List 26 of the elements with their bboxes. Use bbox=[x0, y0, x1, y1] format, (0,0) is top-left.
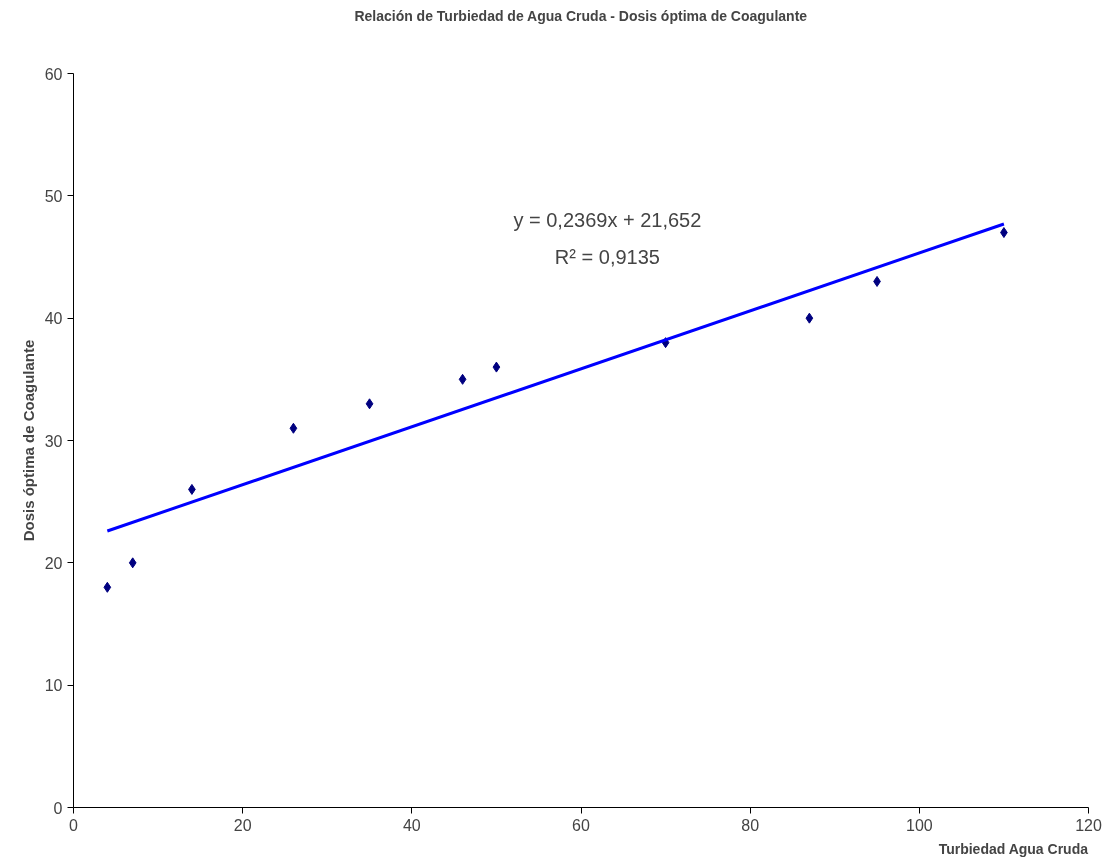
point bbox=[289, 422, 298, 434]
x-tick-label: 60 bbox=[572, 816, 590, 834]
chart-title: Relación de Turbiedad de Agua Cruda - Dosis óptima de Coagulante bbox=[354, 7, 808, 24]
y-tick-label: 60 bbox=[44, 65, 63, 83]
y-tick-label: 30 bbox=[44, 432, 63, 450]
annotation: R² = 0,9135 bbox=[554, 246, 660, 268]
x-tick-label: 20 bbox=[233, 816, 252, 834]
y-tick-label: 20 bbox=[44, 554, 63, 572]
y-tick-label: 10 bbox=[44, 677, 63, 695]
x-axis-title: Turbiedad Agua Cruda bbox=[938, 840, 1089, 857]
point bbox=[492, 361, 501, 373]
x-tick-label: 120 bbox=[1075, 816, 1102, 834]
x-tick-label: 0 bbox=[69, 816, 79, 834]
x-tick-label: 80 bbox=[741, 816, 760, 834]
point bbox=[103, 581, 112, 593]
y-tick-label: 0 bbox=[53, 799, 63, 817]
x-tick-label: 40 bbox=[402, 816, 421, 834]
point bbox=[805, 312, 814, 324]
y-axis-title: Dosis óptima de Coagulante bbox=[19, 339, 37, 542]
point bbox=[458, 373, 467, 385]
y-tick-label: 40 bbox=[44, 310, 63, 328]
point bbox=[365, 398, 374, 410]
y-tick-label: 50 bbox=[44, 187, 63, 205]
point bbox=[128, 557, 137, 569]
x-tick-label: 100 bbox=[905, 816, 933, 834]
annotation: y = 0,2369x + 21,652 bbox=[513, 209, 702, 232]
